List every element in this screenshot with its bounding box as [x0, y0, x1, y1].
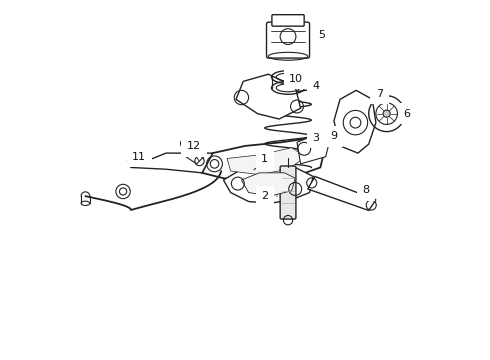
Text: 12: 12 [187, 141, 201, 151]
Text: 8: 8 [363, 185, 370, 195]
Polygon shape [242, 173, 295, 196]
Circle shape [383, 110, 390, 117]
Polygon shape [308, 176, 376, 211]
Text: 9: 9 [330, 131, 339, 141]
Polygon shape [130, 153, 213, 173]
Polygon shape [334, 90, 376, 153]
FancyBboxPatch shape [280, 166, 296, 219]
Text: 1: 1 [254, 154, 268, 170]
Polygon shape [202, 139, 324, 182]
Text: 7: 7 [376, 89, 384, 99]
Polygon shape [227, 148, 306, 175]
Text: 2: 2 [261, 191, 277, 201]
Text: 3: 3 [313, 133, 319, 143]
Polygon shape [297, 134, 329, 164]
Text: 11: 11 [132, 152, 146, 162]
Polygon shape [182, 140, 204, 164]
FancyBboxPatch shape [272, 15, 304, 26]
Text: 4: 4 [313, 81, 319, 91]
Text: 5: 5 [317, 30, 325, 40]
Text: 10: 10 [289, 74, 303, 84]
Text: 6: 6 [404, 109, 412, 119]
Polygon shape [236, 74, 300, 119]
FancyBboxPatch shape [267, 22, 310, 58]
Polygon shape [223, 164, 313, 203]
